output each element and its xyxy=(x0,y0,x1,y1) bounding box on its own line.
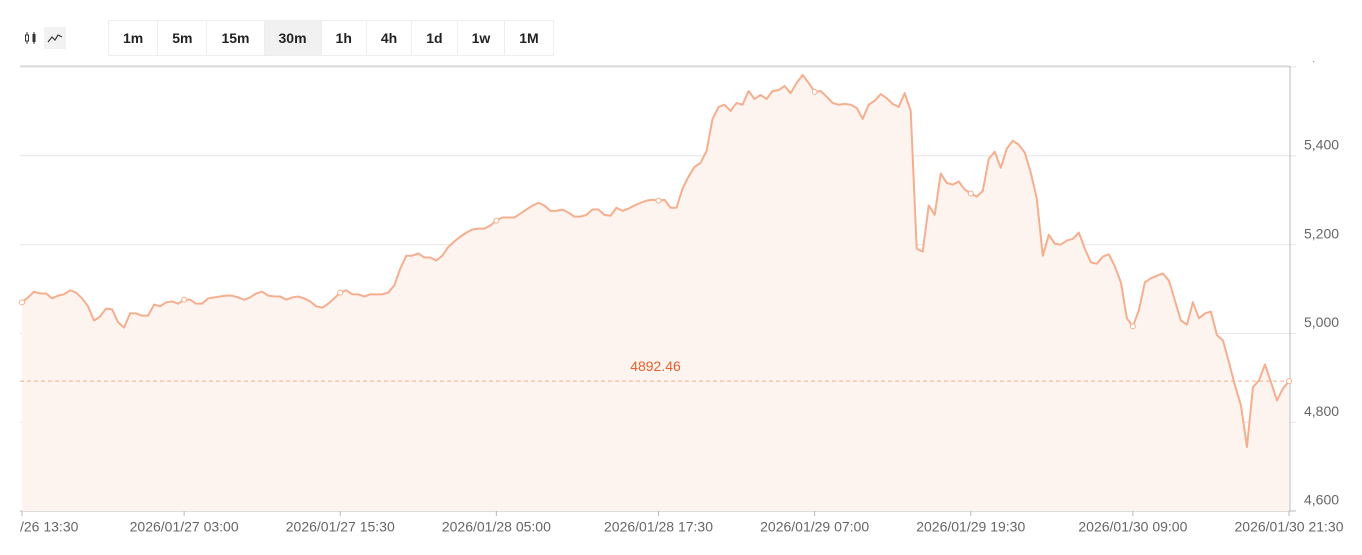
plot: 4892.46 xyxy=(19,73,1292,512)
point-marker xyxy=(337,289,344,296)
interval-button[interactable]: 1M xyxy=(519,30,539,46)
interval-button[interactable]: 4h xyxy=(367,21,413,55)
x-tick-label: 2026/01/27 15:30 xyxy=(286,519,395,535)
line-toggle[interactable] xyxy=(44,27,66,49)
price-line xyxy=(21,73,1290,449)
line-icon xyxy=(47,34,63,43)
interval-button[interactable]: 1d xyxy=(412,21,458,55)
point-marker xyxy=(493,217,500,224)
point-marker xyxy=(655,197,662,204)
candlestick-toggle[interactable] xyxy=(20,27,42,49)
x-tick-label: 2026/01/30 21:30 xyxy=(1235,519,1344,535)
interval-button[interactable]: 1m xyxy=(109,21,159,55)
x-tick-label: /26 13:30 xyxy=(20,519,79,535)
last-price-label: 4892.46 xyxy=(630,358,681,374)
point-marker xyxy=(967,190,974,197)
point-marker xyxy=(181,296,188,303)
interval-button[interactable]: 1h xyxy=(322,21,367,55)
toolbar: 1m 5m 15m 30m 1h 4h 1d 1w 1M xyxy=(20,20,554,56)
y-tick-label: 4,600 xyxy=(1304,492,1339,508)
point-marker xyxy=(811,88,818,95)
candlestick-icon xyxy=(25,32,36,44)
x-tick-label: 2026/01/28 17:30 xyxy=(604,519,713,535)
interval-button[interactable]: 5m xyxy=(158,21,208,55)
y-tick-label: 5,200 xyxy=(1304,225,1339,241)
interval-button[interactable]: 15m xyxy=(207,21,265,55)
x-tick-label: 2026/01/29 07:00 xyxy=(760,519,869,535)
x-tick-label: 2026/01/28 05:00 xyxy=(442,519,551,535)
x-tick-label: 2026/01/29 19:30 xyxy=(916,519,1025,535)
point-marker xyxy=(1286,378,1292,385)
interval-button[interactable]: 30m xyxy=(264,21,322,55)
interval-button[interactable]: 1w xyxy=(458,21,506,55)
y-tick-label: 4,800 xyxy=(1304,403,1339,419)
point-marker xyxy=(1129,323,1136,330)
point-marker xyxy=(19,299,25,306)
x-tick-label: 2026/01/30 09:00 xyxy=(1078,519,1187,535)
y-tick-label: 5,400 xyxy=(1304,137,1339,153)
area xyxy=(22,74,1289,512)
y-tick-label: 5,600 xyxy=(1304,48,1339,64)
x-tick-label: 2026/01/27 03:00 xyxy=(130,519,239,535)
interval-group: 1m 5m 15m 30m 1h 4h 1d 1w 1M xyxy=(108,20,554,56)
y-tick-label: 5,000 xyxy=(1304,314,1339,330)
